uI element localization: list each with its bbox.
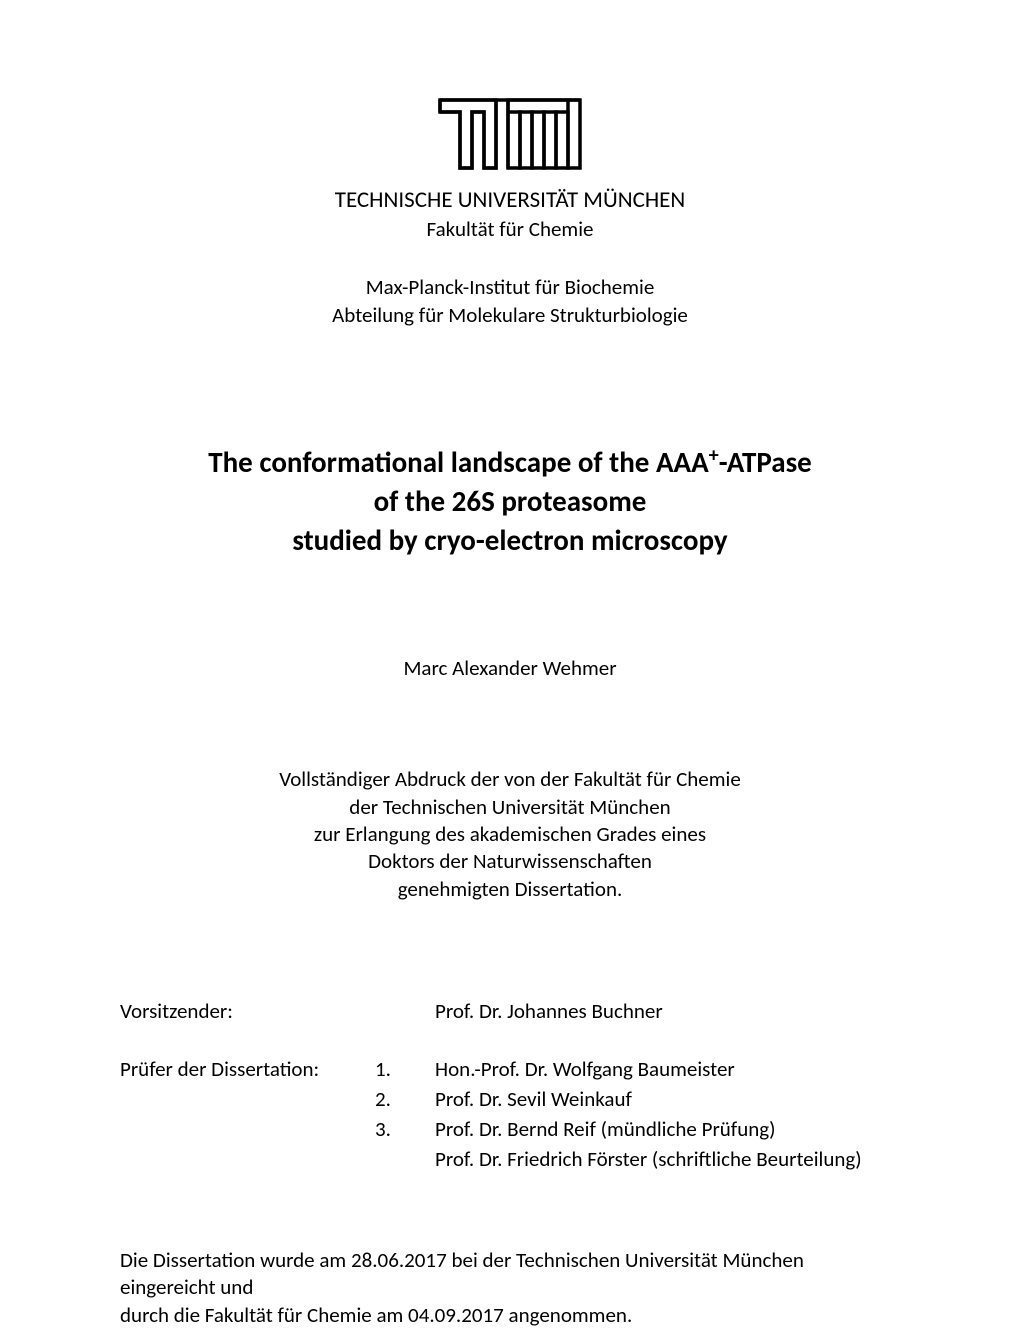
author-name: Marc Alexander Wehmer	[120, 655, 900, 681]
examiners-label: Prüfer der Dissertation:	[120, 1056, 375, 1082]
university-name: TECHNISCHE UNIVERSITÄT MÜNCHEN	[120, 186, 900, 214]
institute-name: Max-Planck-Institut für Biochemie	[120, 274, 900, 300]
examiner-name: Prof. Dr. Bernd Reif (mündliche Prüfung)	[435, 1116, 900, 1142]
chair-name: Prof. Dr. Johannes Buchner	[435, 998, 900, 1024]
faculty-name: Fakultät für Chemie	[120, 216, 900, 242]
department-name: Abteilung für Molekulare Strukturbiologi…	[120, 302, 900, 328]
committee-section: Vorsitzender: Prof. Dr. Johannes Buchner…	[120, 998, 900, 1172]
title-line-2: of the 26S proteasome	[120, 482, 900, 521]
approval-line: zur Erlangung des akademischen Grades ei…	[120, 821, 900, 848]
examiner-num: 3.	[375, 1116, 435, 1142]
approval-line: genehmigten Dissertation.	[120, 876, 900, 903]
committee-chair-row: Vorsitzender: Prof. Dr. Johannes Buchner	[120, 998, 900, 1024]
dissertation-title: The conformational landscape of the AAA+…	[120, 443, 900, 560]
submission-line: Die Dissertation wurde am 28.06.2017 bei…	[120, 1247, 900, 1302]
examiner-name: Prof. Dr. Sevil Weinkauf	[435, 1086, 900, 1112]
title-line-1: The conformational landscape of the AAA+…	[120, 443, 900, 482]
submission-line: durch die Fakultät für Chemie am 04.09.2…	[120, 1302, 900, 1329]
tum-logo	[120, 95, 900, 178]
examiner-row: Prüfer der Dissertation: 1. Hon.-Prof. D…	[120, 1056, 900, 1082]
title-line-3: studied by cryo-electron microscopy	[120, 521, 900, 560]
approval-line: Doktors der Naturwissenschaften	[120, 848, 900, 875]
approval-line: der Technischen Universität München	[120, 794, 900, 821]
examiner-num: 1.	[375, 1056, 435, 1082]
examiner-row: Prof. Dr. Friedrich Förster (schriftlich…	[120, 1146, 900, 1172]
examiner-row: 3. Prof. Dr. Bernd Reif (mündliche Prüfu…	[120, 1116, 900, 1142]
examiner-name: Prof. Dr. Friedrich Förster (schriftlich…	[435, 1146, 900, 1172]
examiner-row: 2. Prof. Dr. Sevil Weinkauf	[120, 1086, 900, 1112]
submission-text: Die Dissertation wurde am 28.06.2017 bei…	[120, 1247, 900, 1329]
examiner-num: 2.	[375, 1086, 435, 1112]
examiner-num	[375, 1146, 435, 1172]
examiner-name: Hon.-Prof. Dr. Wolfgang Baumeister	[435, 1056, 900, 1082]
approval-text: Vollständiger Abdruck der von der Fakult…	[120, 766, 900, 902]
tum-logo-icon	[435, 95, 585, 173]
chair-label: Vorsitzender:	[120, 998, 375, 1024]
approval-line: Vollständiger Abdruck der von der Fakult…	[120, 766, 900, 793]
